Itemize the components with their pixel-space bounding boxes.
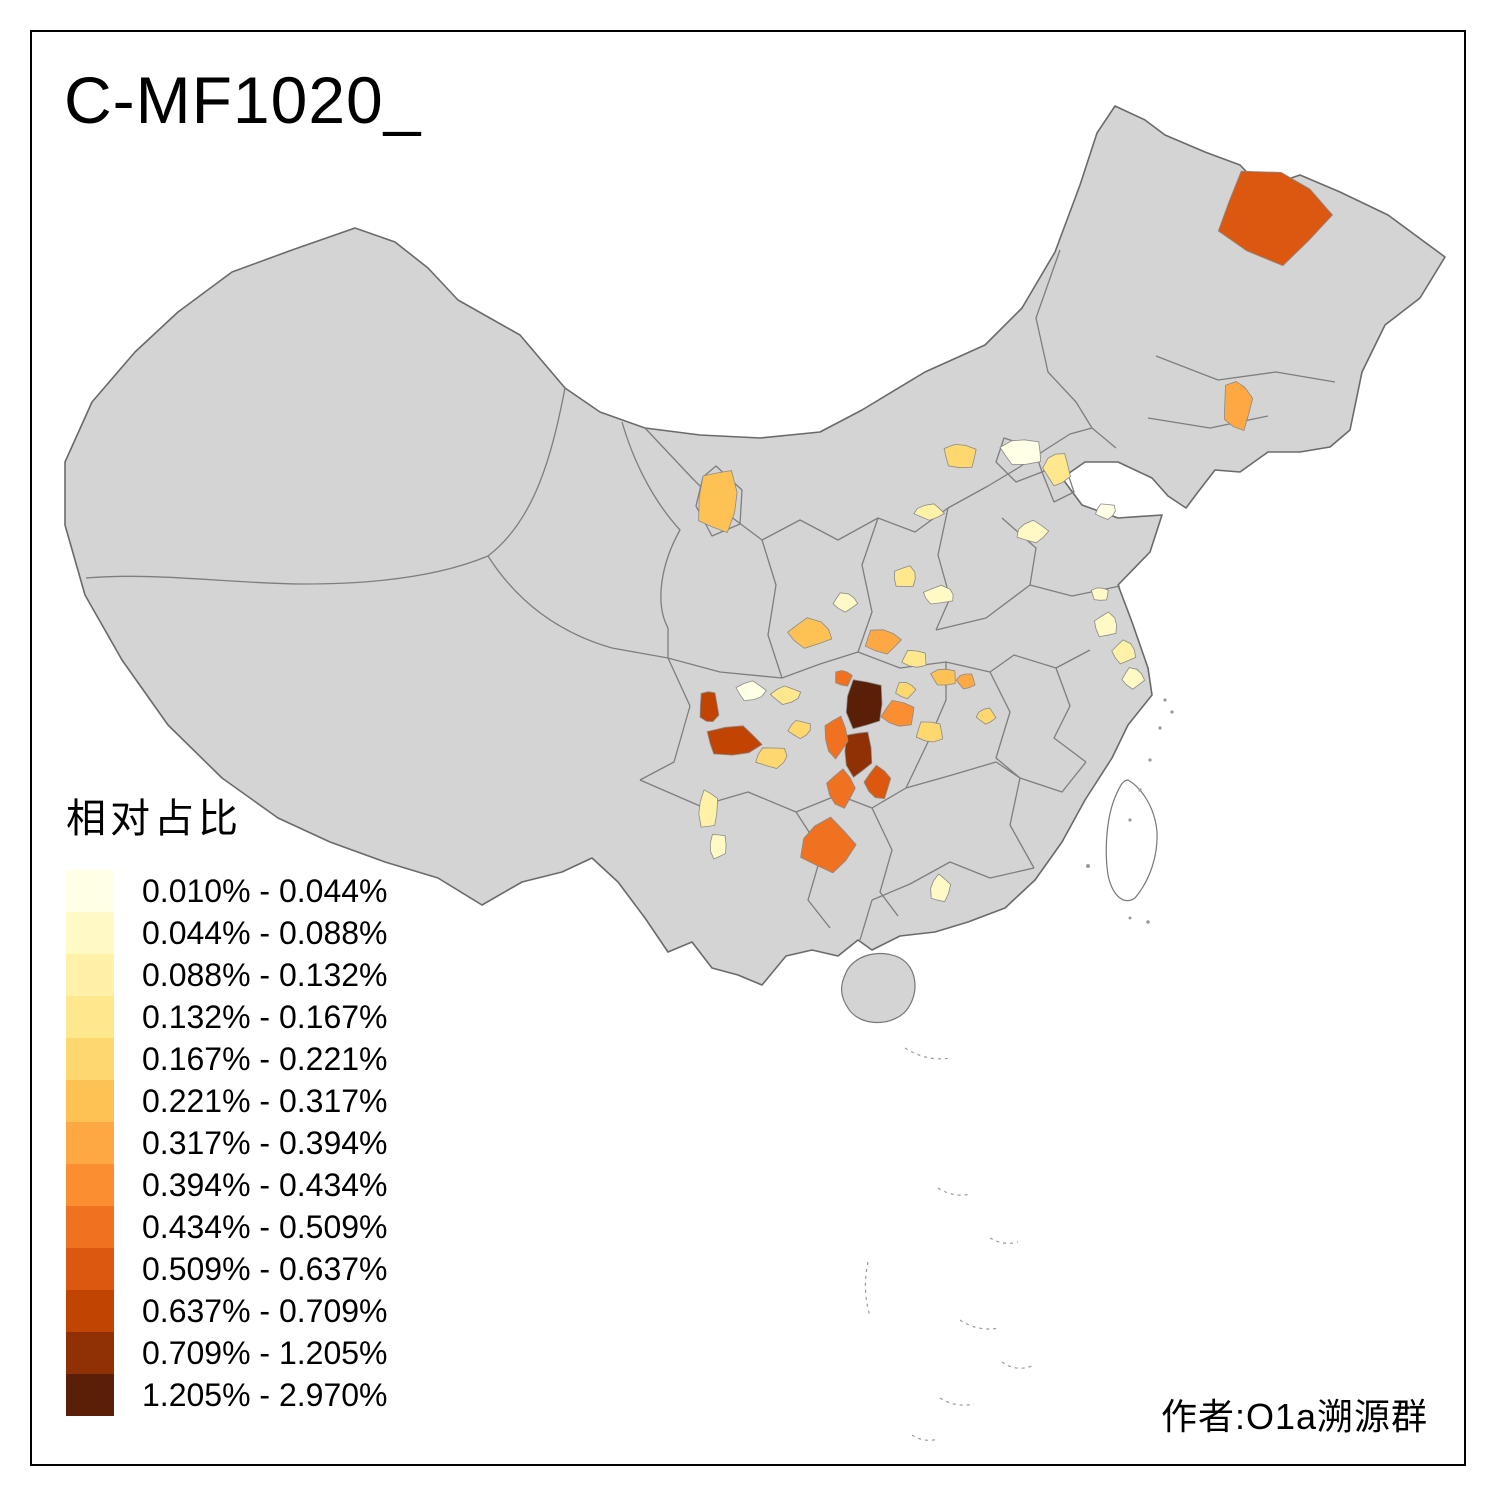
map-region-r39 — [895, 682, 917, 700]
hainan-island — [841, 952, 916, 1024]
map-region-r13 — [832, 592, 859, 613]
map-region-r2 — [1223, 381, 1254, 432]
legend-swatch — [66, 1332, 114, 1374]
map-region-r21 — [755, 747, 788, 769]
legend-label: 0.317% - 0.394% — [142, 1124, 388, 1161]
legend-label: 0.167% - 0.221% — [142, 1040, 388, 1077]
legend-swatch — [66, 1122, 114, 1164]
legend-swatch — [66, 1164, 114, 1206]
legend-swatch — [66, 870, 114, 912]
map-region-r19 — [769, 685, 802, 705]
colored-regions — [698, 170, 1334, 903]
map-region-r36 — [1094, 611, 1118, 638]
legend-swatch — [66, 1290, 114, 1332]
map-region-r41 — [1090, 587, 1109, 601]
south-china-sea-islands — [864, 1047, 1033, 1441]
legend-row: 0.132% - 0.167% — [66, 996, 388, 1038]
map-region-r26 — [863, 764, 892, 800]
map-region-r1 — [1217, 170, 1334, 267]
plot-title: C-MF1020_ — [64, 63, 422, 137]
map-region-r29 — [930, 668, 956, 686]
map-region-r8 — [1095, 503, 1116, 520]
legend-title: 相对占比 — [66, 797, 242, 841]
legend-row: 0.317% - 0.394% — [66, 1122, 388, 1164]
china-mainland — [64, 105, 1446, 986]
legend-label: 0.394% - 0.434% — [142, 1166, 388, 1203]
legend-row: 0.709% - 1.205% — [66, 1332, 388, 1374]
map-region-r11 — [922, 584, 954, 605]
legend-label: 0.088% - 0.132% — [142, 956, 388, 993]
legend-row: 1.205% - 2.970% — [66, 1374, 388, 1416]
map-region-r17 — [706, 725, 763, 756]
coastal-islets — [1086, 698, 1174, 924]
legend-row: 0.167% - 0.221% — [66, 1038, 388, 1080]
legend-label: 0.221% - 0.317% — [142, 1082, 388, 1119]
legend-row: 0.010% - 0.044% — [66, 870, 388, 912]
legend-swatch — [66, 996, 114, 1038]
legend-row: 0.509% - 0.637% — [66, 1248, 388, 1290]
legend-row: 0.394% - 0.434% — [66, 1164, 388, 1206]
legend-row: 0.637% - 0.709% — [66, 1290, 388, 1332]
map-region-r24 — [824, 715, 849, 760]
map-region-r35 — [709, 834, 727, 860]
map-region-r16 — [699, 691, 720, 723]
map-region-r40 — [835, 670, 853, 687]
legend-label: 0.010% - 0.044% — [142, 872, 388, 909]
map-region-r22 — [845, 679, 883, 730]
legend-row: 0.044% - 0.088% — [66, 912, 388, 954]
legend-label: 0.132% - 0.167% — [142, 998, 388, 1035]
legend-rows: 0.010% - 0.044% 0.044% - 0.088% 0.088% - 0… — [66, 870, 388, 1416]
legend: 相对占比 0.010% - 0.044% 0.044% - 0.088% 0.088… — [66, 786, 388, 1416]
legend-label: 0.637% - 0.709% — [142, 1292, 388, 1329]
legend-swatch — [66, 1374, 114, 1416]
map-region-r31 — [975, 707, 997, 725]
legend-row: 0.221% - 0.317% — [66, 1080, 388, 1122]
legend-swatch — [66, 912, 114, 954]
legend-swatch — [66, 1206, 114, 1248]
map-region-r38 — [1121, 667, 1146, 690]
map-region-r30 — [955, 673, 976, 690]
map-region-r5 — [1042, 453, 1071, 487]
map-region-r3 — [943, 443, 977, 469]
legend-label: 1.205% - 2.970% — [142, 1376, 388, 1413]
map-region-r28 — [915, 721, 944, 743]
legend-label: 0.044% - 0.088% — [142, 914, 388, 951]
author-credit: 作者:O1a溯源群 — [1160, 1396, 1428, 1437]
legend-swatch — [66, 954, 114, 996]
map-region-r12 — [787, 617, 833, 649]
legend-swatch — [66, 1248, 114, 1290]
map-region-r18 — [735, 680, 767, 702]
map-region-r6 — [913, 503, 946, 521]
map-region-r33 — [930, 873, 952, 903]
map-region-r10 — [893, 565, 916, 587]
map-region-r34 — [698, 789, 719, 828]
legend-row: 0.088% - 0.132% — [66, 954, 388, 996]
map-region-r9 — [698, 470, 738, 534]
map-region-r32 — [800, 816, 857, 874]
legend-label: 0.434% - 0.509% — [142, 1208, 388, 1245]
map-region-r4 — [999, 439, 1042, 466]
legend-row: 0.434% - 0.509% — [66, 1206, 388, 1248]
map-region-r15 — [901, 649, 927, 668]
map-region-r25 — [826, 768, 856, 809]
map-region-r37 — [1111, 639, 1137, 665]
legend-label: 0.709% - 1.205% — [142, 1334, 388, 1371]
map-region-r27 — [880, 699, 915, 727]
legend-swatch — [66, 1080, 114, 1122]
map-region-r14 — [864, 629, 902, 655]
map-region-r7 — [1016, 519, 1050, 544]
legend-swatch — [66, 1038, 114, 1080]
taiwan-island — [1105, 779, 1158, 902]
map-region-r20 — [787, 719, 811, 740]
legend-label: 0.509% - 0.637% — [142, 1250, 388, 1287]
